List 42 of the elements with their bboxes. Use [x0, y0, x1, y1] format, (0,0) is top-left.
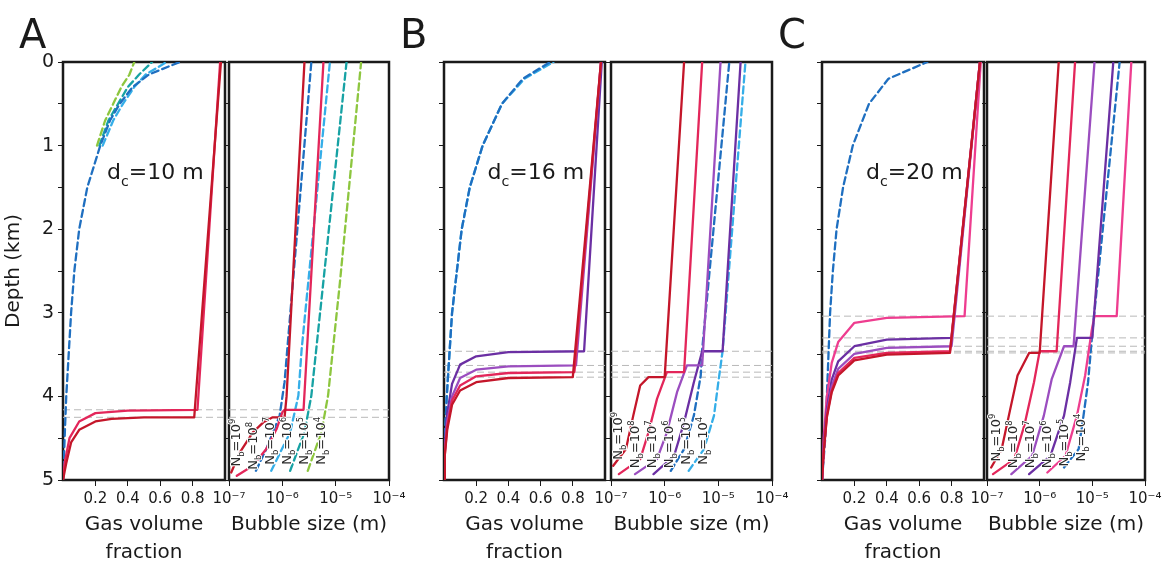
y-tick-label: 1: [41, 132, 54, 155]
x-tick-label: 10⁻⁵: [319, 488, 353, 507]
x-tick-label: 0.6: [907, 488, 932, 507]
y-tick-label: 3: [41, 299, 54, 322]
x-axis-title: Bubble size (m): [987, 511, 1145, 535]
x-tick-label: 0.4: [496, 488, 521, 507]
x-tick-label: 10⁻⁶: [648, 488, 682, 507]
x-tick-label: 10⁻⁴: [372, 488, 406, 507]
x-tick-label: 10⁻⁶: [1023, 488, 1057, 507]
x-tick-label: 10⁻⁵: [701, 488, 735, 507]
x-axis-title: Gas volume fraction: [465, 511, 584, 563]
x-axis-title: Bubble size (m): [613, 511, 770, 535]
x-axis-title: Bubble size (m): [230, 511, 388, 535]
x-tick-label: 10⁻⁴: [755, 488, 789, 507]
y-tick-label: 2: [41, 216, 54, 239]
chart-title: B: [400, 11, 428, 57]
x-axis-title: Gas volume fraction: [84, 511, 204, 563]
y-axis-title: Depth (km): [0, 214, 24, 328]
text: Nb=104: [694, 416, 714, 465]
x-tick-label: 0.6: [528, 488, 553, 507]
x-tick-label: 0.8: [560, 488, 585, 507]
text: Nb=104: [312, 416, 332, 465]
x-tick-label: 0.2: [83, 488, 108, 507]
x-tick-label: 10⁻⁶: [265, 488, 299, 507]
x-tick-label: 0.2: [842, 488, 867, 507]
x-tick-label: 0.8: [180, 488, 205, 507]
x-tick-label: 0.4: [115, 488, 140, 507]
x-tick-label: 10⁻⁷: [594, 488, 628, 507]
y-tick-label: 0: [41, 48, 54, 71]
chart-title: C: [778, 11, 806, 57]
x-tick-label: 0.4: [874, 488, 899, 507]
x-tick-label: 10⁻⁵: [1075, 488, 1109, 507]
text: Nb=108: [244, 421, 264, 470]
x-tick-label: 10⁻⁷: [212, 488, 246, 507]
y-tick-label: 5: [41, 466, 54, 489]
x-tick-label: 10⁻⁷: [970, 488, 1004, 507]
x-tick-label: 0.6: [148, 488, 173, 507]
x-axis-title: Gas volume fraction: [843, 511, 963, 563]
y-tick-label: 4: [41, 383, 54, 406]
x-tick-label: 0.8: [939, 488, 964, 507]
x-tick-label: 0.2: [464, 488, 489, 507]
x-tick-label: 10⁻⁴: [1128, 488, 1162, 507]
